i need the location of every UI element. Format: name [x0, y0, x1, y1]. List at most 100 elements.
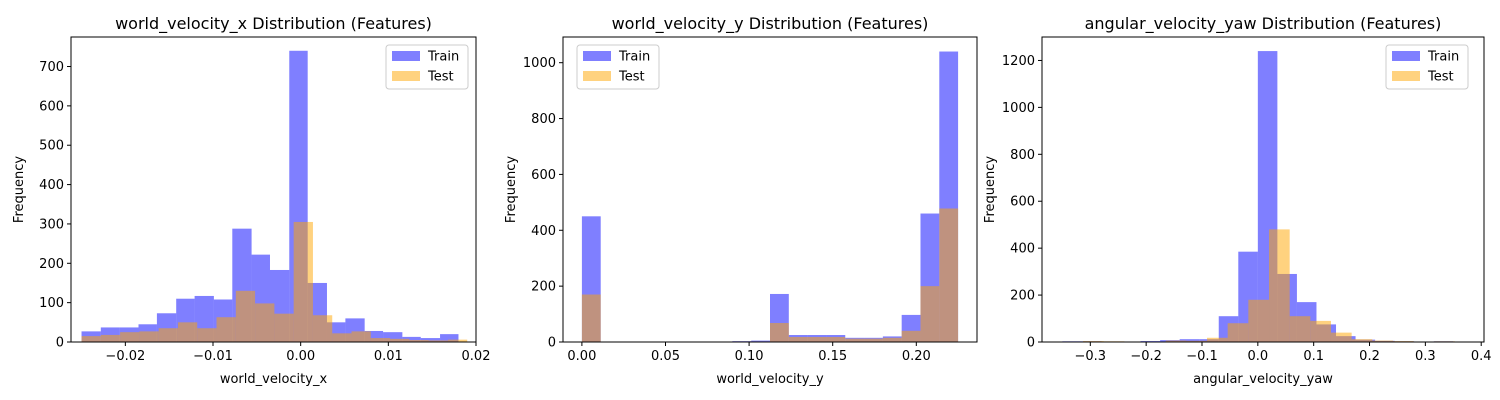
y-tick-label: 600 — [531, 168, 556, 183]
bar-test-8 — [1227, 323, 1249, 342]
bar-test-19 — [447, 339, 468, 342]
bar-test-15 — [864, 338, 883, 342]
bar-test-11 — [788, 336, 808, 342]
bar-test-10 — [770, 323, 789, 342]
bar-test-17 — [409, 340, 429, 342]
bar-test-0 — [581, 294, 601, 342]
bar-test-7 — [216, 317, 236, 342]
legend-label-train: Train — [427, 50, 459, 65]
bar-test-14 — [1351, 339, 1373, 342]
bar-test-12 — [312, 315, 333, 342]
bar-test-12 — [1310, 320, 1331, 342]
bar-train-9 — [751, 340, 770, 342]
y-tick-label: 100 — [39, 296, 64, 311]
series-train — [581, 51, 959, 343]
bar-test-9 — [1248, 299, 1270, 342]
legend-swatch-train — [392, 51, 420, 61]
y-tick-label: 200 — [39, 257, 64, 272]
subplot-3: −0.3 −0.2 −0.1 0.0 0.1 0.2 0.3 0.4 0 200 400 600 800… — [983, 14, 1492, 387]
y-tick-label: 0 — [548, 336, 556, 351]
bar-test-11 — [293, 221, 313, 342]
subplot-2: 0.00 0.05 0.10 0.15 0.20 0 200 400 600 800 1000 wor… — [504, 14, 978, 387]
bar-test-11 — [1289, 316, 1311, 342]
bar-test-13 — [826, 336, 846, 342]
y-tick-label: 300 — [39, 217, 64, 232]
bar-test-0 — [81, 336, 101, 342]
legend-swatch-test — [1392, 71, 1420, 81]
x-tick-label: 0.15 — [818, 349, 847, 364]
bar-test-8 — [235, 290, 256, 342]
legend: Train Test — [1385, 44, 1469, 90]
y-tick-label: 400 — [1010, 242, 1035, 257]
chart-title: world_velocity_y Distribution (Features) — [612, 14, 929, 34]
series-test — [1062, 229, 1476, 342]
series-test — [81, 221, 468, 342]
bar-train-19 — [440, 334, 459, 342]
bar-test-18 — [428, 340, 448, 342]
y-tick-label: 400 — [531, 224, 556, 239]
bar-test-1 — [100, 334, 121, 342]
bar-test-6 — [1186, 340, 1208, 342]
x-tick-label: 0.3 — [1415, 349, 1436, 364]
bar-train-6 — [1179, 339, 1200, 342]
y-tick-label: 400 — [39, 178, 64, 193]
y-tick-label: 600 — [39, 99, 64, 114]
y-axis-label: Frequency — [983, 156, 998, 223]
bar-train-15 — [364, 330, 384, 342]
bar-test-9 — [255, 303, 275, 342]
legend-swatch-train — [1392, 51, 1420, 61]
x-tick-label: 0.01 — [374, 349, 403, 364]
x-tick-label: −0.2 — [1130, 349, 1162, 364]
chart-title: angular_velocity_yaw Distribution (Featu… — [1085, 14, 1442, 34]
y-tick-label: 200 — [1010, 289, 1035, 304]
x-tick-label: 0.05 — [651, 349, 680, 364]
axes-frame — [562, 36, 978, 343]
subplot-1: −0.02 −0.01 0.00 0.01 0.02 0 100 200 300 400 500 60… — [12, 14, 490, 387]
x-tick-label: 0.20 — [902, 349, 931, 364]
y-tick-label: 1000 — [523, 56, 556, 71]
legend-label-test: Test — [618, 70, 645, 85]
series-train — [1062, 51, 1454, 342]
bar-train-16 — [383, 332, 403, 342]
bar-test-16 — [882, 337, 902, 342]
bar-test-5 — [177, 322, 198, 342]
x-tick-label: −0.01 — [193, 349, 233, 364]
legend-label-test: Test — [427, 70, 454, 85]
legend: Train Test — [576, 44, 660, 90]
bar-test-13 — [332, 333, 352, 342]
chart-title: world_velocity_x Distribution (Features) — [115, 14, 432, 34]
bar-test-3 — [139, 331, 159, 342]
x-tick-label: 0.1 — [1303, 349, 1324, 364]
x-tick-label: 0.00 — [286, 349, 315, 364]
axes-frame — [1041, 36, 1485, 343]
y-tick-label: 1000 — [1002, 101, 1035, 116]
x-axis-label: angular_velocity_yaw — [1193, 372, 1333, 387]
bar-test-16 — [390, 338, 410, 342]
y-tick-label: 0 — [56, 336, 64, 351]
x-tick-label: −0.3 — [1075, 349, 1107, 364]
y-tick-label: 800 — [531, 112, 556, 127]
x-tick-label: 0.00 — [567, 349, 596, 364]
x-tick-label: −0.02 — [105, 349, 145, 364]
bar-test-4 — [158, 328, 178, 342]
y-tick-label: 800 — [1010, 148, 1035, 163]
x-tick-label: 0.02 — [462, 349, 491, 364]
y-tick-label: 600 — [1010, 195, 1035, 210]
bar-test-13 — [1330, 332, 1352, 342]
legend-swatch-train — [583, 51, 611, 61]
axes-frame — [70, 36, 477, 343]
bar-test-10 — [1269, 229, 1290, 342]
legend-label-train: Train — [1427, 50, 1459, 65]
x-tick-label: −0.1 — [1186, 349, 1218, 364]
y-tick-label: 200 — [531, 280, 556, 295]
bar-test-14 — [351, 331, 371, 342]
y-tick-label: 700 — [39, 60, 64, 75]
bar-test-14 — [845, 338, 865, 342]
bar-test-19 — [939, 208, 959, 342]
legend-swatch-test — [392, 71, 420, 81]
bar-test-10 — [274, 313, 294, 342]
bar-test-18 — [920, 286, 940, 342]
legend-label-test: Test — [1427, 70, 1454, 85]
x-tick-label: 0.0 — [1247, 349, 1268, 364]
